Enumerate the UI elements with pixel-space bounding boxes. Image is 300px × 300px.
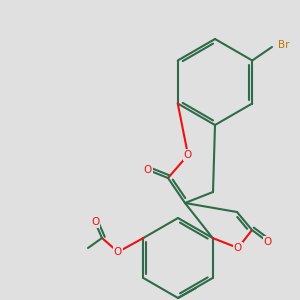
Text: Br: Br: [278, 40, 290, 50]
Text: O: O: [234, 243, 242, 253]
Text: O: O: [264, 237, 272, 247]
Text: O: O: [184, 150, 192, 160]
Text: O: O: [144, 165, 152, 175]
Text: O: O: [91, 217, 99, 227]
Text: O: O: [114, 247, 122, 257]
